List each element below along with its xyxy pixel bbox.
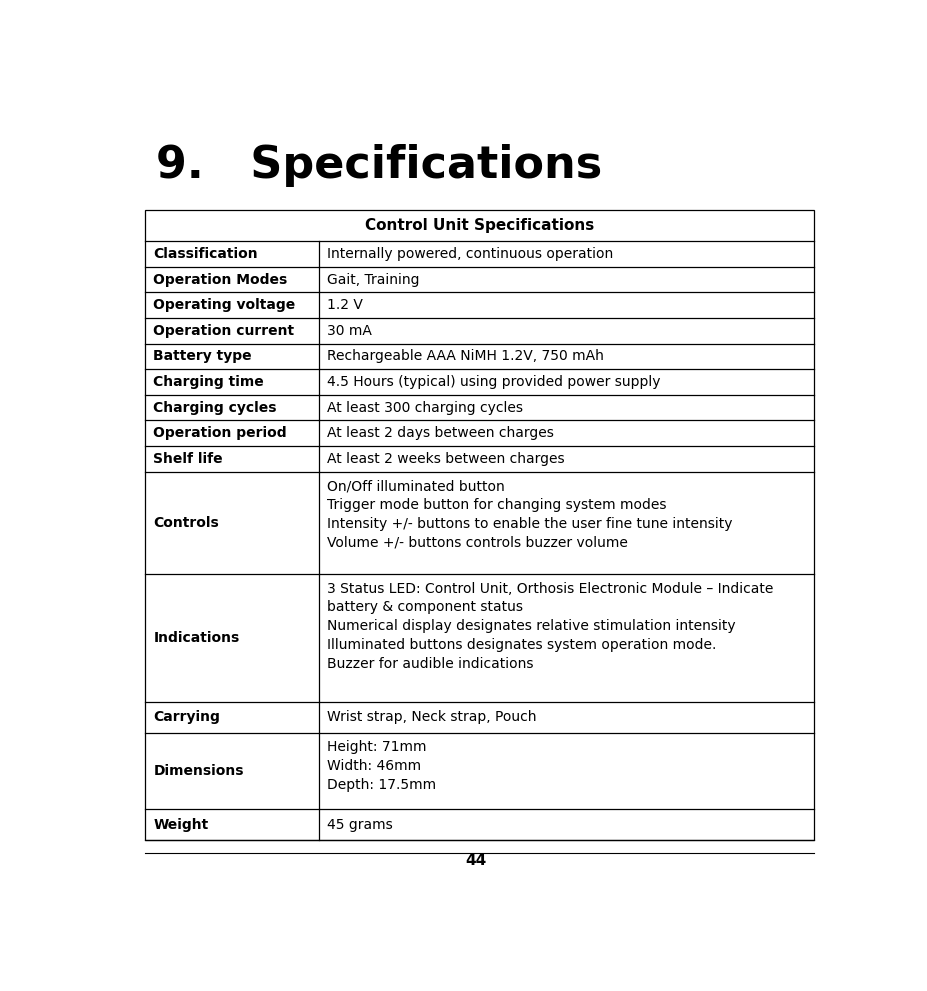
Text: At least 2 weeks between charges: At least 2 weeks between charges — [327, 452, 565, 466]
Text: 9.   Specifications: 9. Specifications — [156, 144, 601, 187]
Text: 44: 44 — [464, 853, 486, 868]
Text: Operating voltage: Operating voltage — [153, 298, 296, 312]
Text: Operation current: Operation current — [153, 324, 294, 338]
Text: Classification: Classification — [153, 247, 258, 261]
Text: Weight: Weight — [153, 818, 209, 831]
Text: 3 Status LED: Control Unit, Orthosis Electronic Module – Indicate
battery & comp: 3 Status LED: Control Unit, Orthosis Ele… — [327, 582, 773, 671]
Text: Operation period: Operation period — [153, 426, 286, 440]
Text: Height: 71mm
Width: 46mm
Depth: 17.5mm: Height: 71mm Width: 46mm Depth: 17.5mm — [327, 740, 436, 792]
Text: 4.5 Hours (typical) using provided power supply: 4.5 Hours (typical) using provided power… — [327, 375, 660, 388]
Text: Charging time: Charging time — [153, 375, 264, 388]
Text: Gait, Training: Gait, Training — [327, 273, 419, 286]
Text: Wrist strap, Neck strap, Pouch: Wrist strap, Neck strap, Pouch — [327, 711, 536, 724]
Text: On/Off illuminated button
Trigger mode button for changing system modes
Intensit: On/Off illuminated button Trigger mode b… — [327, 479, 732, 550]
Text: At least 300 charging cycles: At least 300 charging cycles — [327, 400, 523, 414]
Text: Indications: Indications — [153, 631, 239, 645]
Text: Shelf life: Shelf life — [153, 452, 222, 466]
Text: Controls: Controls — [153, 515, 219, 530]
Text: Rechargeable AAA NiMH 1.2V, 750 mAh: Rechargeable AAA NiMH 1.2V, 750 mAh — [327, 350, 603, 364]
Text: 45 grams: 45 grams — [327, 818, 393, 831]
Text: 30 mA: 30 mA — [327, 324, 372, 338]
Text: Operation Modes: Operation Modes — [153, 273, 287, 286]
Text: Internally powered, continuous operation: Internally powered, continuous operation — [327, 247, 613, 261]
Text: Dimensions: Dimensions — [153, 764, 244, 778]
Text: Battery type: Battery type — [153, 350, 252, 364]
Text: Carrying: Carrying — [153, 711, 220, 724]
Text: Control Unit Specifications: Control Unit Specifications — [364, 218, 593, 233]
Text: At least 2 days between charges: At least 2 days between charges — [327, 426, 553, 440]
Bar — [145, 210, 813, 840]
Text: Charging cycles: Charging cycles — [153, 400, 276, 414]
Text: 1.2 V: 1.2 V — [327, 298, 362, 312]
